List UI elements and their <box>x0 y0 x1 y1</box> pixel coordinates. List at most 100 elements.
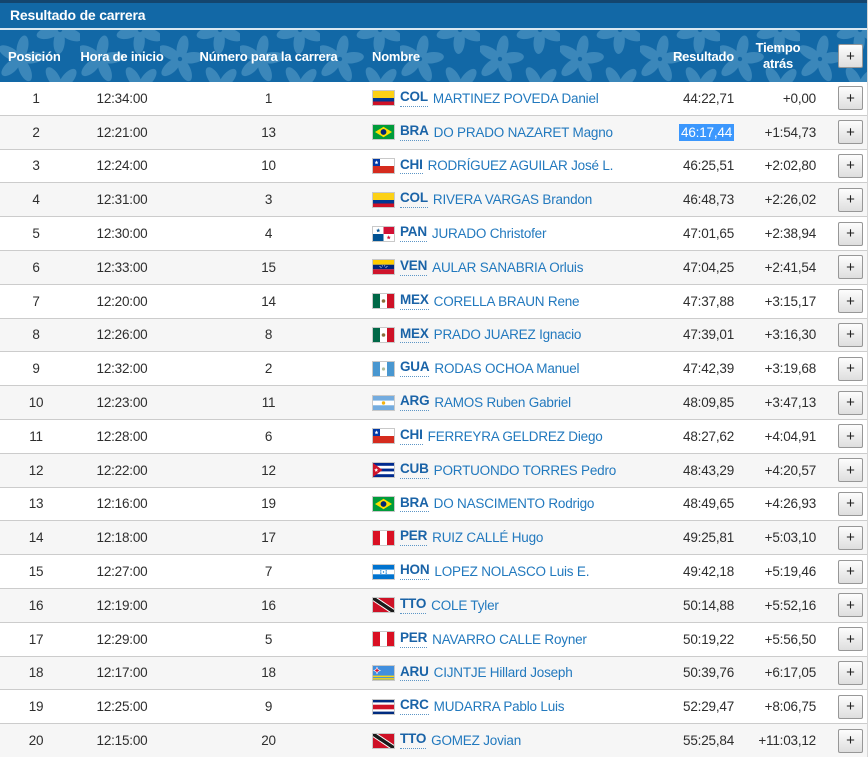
athlete-name[interactable]: DO PRADO NAZARET Magno <box>433 124 613 140</box>
name-cell[interactable]: VEN AULAR SANABRIA Orluis <box>365 259 655 276</box>
gap-cell: +0,00 <box>782 90 816 106</box>
athlete-name[interactable]: PRADO JUAREZ Ignacio <box>433 327 582 343</box>
country-code[interactable]: ARU <box>400 665 429 682</box>
expand-button[interactable]: + <box>838 458 863 483</box>
table-row: 2 12:21:00 13 BRA DO PRADO NAZARET Magno… <box>0 115 867 150</box>
bib-cell: 2 <box>264 361 273 377</box>
country-code[interactable]: CHI <box>400 428 423 445</box>
name-cell[interactable]: PER NAVARRO CALLE Royner <box>365 631 655 648</box>
expand-button[interactable]: + <box>838 491 863 516</box>
athlete-name[interactable]: DO NASCIMENTO Rodrigo <box>433 496 595 512</box>
expand-button[interactable]: + <box>838 559 863 584</box>
country-code[interactable]: COL <box>400 191 428 209</box>
expand-button[interactable]: + <box>838 356 863 381</box>
position-cell: 13 <box>28 496 44 512</box>
athlete-name[interactable]: PORTUONDO TORRES Pedro <box>433 462 617 478</box>
country-code[interactable]: PAN <box>400 225 427 242</box>
athlete-name[interactable]: AULAR SANABRIA Orluis <box>432 259 584 275</box>
name-cell[interactable]: CUB PORTUONDO TORRES Pedro <box>365 462 655 479</box>
start-time-cell: 12:22:00 <box>96 462 148 478</box>
name-cell[interactable]: PAN JURADO Christofer <box>365 225 655 242</box>
expand-button[interactable]: + <box>838 289 863 314</box>
athlete-name[interactable]: RUIZ CALLÉ Hugo <box>432 530 544 546</box>
expand-button[interactable]: + <box>838 221 863 246</box>
name-cell[interactable]: TTO COLE Tyler <box>365 596 655 614</box>
expand-button[interactable]: + <box>838 153 863 178</box>
position-cell: 20 <box>28 733 44 749</box>
start-time-cell: 12:17:00 <box>96 665 148 681</box>
athlete-name[interactable]: CORELLA BRAUN Rene <box>433 293 580 309</box>
name-cell[interactable]: CHI FERREYRA GELDREZ Diego <box>365 428 655 445</box>
expand-button[interactable]: + <box>838 424 863 449</box>
athlete-name[interactable]: MUDARRA Pablo Luis <box>433 699 565 715</box>
country-code[interactable]: TTO <box>400 732 426 749</box>
expand-button[interactable]: + <box>838 525 863 550</box>
athlete-name[interactable]: LOPEZ NOLASCO Luis E. <box>434 564 590 580</box>
country-code[interactable]: BRA <box>400 496 429 513</box>
athlete-name[interactable]: RAMOS Ruben Gabriel <box>434 395 571 411</box>
country-code[interactable]: CHI <box>400 158 423 175</box>
country-code[interactable]: MEX <box>400 293 429 310</box>
country-code[interactable]: CUB <box>400 462 429 479</box>
country-code[interactable]: GUA <box>400 360 430 378</box>
country-code[interactable]: PER <box>400 529 427 547</box>
name-cell[interactable]: BRA DO PRADO NAZARET Magno <box>365 124 655 141</box>
expand-all-button[interactable]: + <box>838 44 863 68</box>
country-code[interactable]: ARG <box>400 394 430 411</box>
name-cell[interactable]: BRA DO NASCIMENTO Rodrigo <box>365 496 655 513</box>
bib-cell: 6 <box>264 428 273 444</box>
country-code[interactable]: COL <box>400 90 428 107</box>
position-cell: 7 <box>32 293 40 309</box>
result-cell-wrap: 52:29,47 <box>655 699 737 714</box>
athlete-name[interactable]: NAVARRO CALLE Royner <box>432 631 587 647</box>
athlete-name[interactable]: RODAS OCHOA Manuel <box>434 361 580 377</box>
country-code[interactable]: CRC <box>400 698 429 716</box>
table-row: 15 12:27:00 7 HON LOPEZ NOLASCO Luis E. … <box>0 555 867 589</box>
start-time-cell: 12:23:00 <box>96 395 148 411</box>
country-code[interactable]: HON <box>400 563 430 580</box>
expand-button[interactable]: + <box>838 187 863 212</box>
name-cell[interactable]: COL RIVERA VARGAS Brandon <box>365 191 655 209</box>
name-cell[interactable]: ARG RAMOS Ruben Gabriel <box>365 394 655 411</box>
flag-ven-icon <box>372 259 395 276</box>
expand-button[interactable]: + <box>838 86 863 111</box>
gap-cell: +8:06,75 <box>764 699 817 715</box>
expand-button[interactable]: + <box>838 694 863 719</box>
name-cell[interactable]: TTO GOMEZ Jovian <box>365 732 655 749</box>
athlete-name[interactable]: COLE Tyler <box>431 597 499 613</box>
expand-button[interactable]: + <box>838 660 863 685</box>
athlete-name[interactable]: GOMEZ Jovian <box>431 733 522 749</box>
start-time-cell: 12:33:00 <box>96 259 148 275</box>
expand-button[interactable]: + <box>838 255 863 280</box>
name-cell[interactable]: MEX CORELLA BRAUN Rene <box>365 293 655 310</box>
name-cell[interactable]: GUA RODAS OCHOA Manuel <box>365 360 655 378</box>
name-cell[interactable]: COL MARTINEZ POVEDA Daniel <box>365 90 655 107</box>
name-cell[interactable]: CHI RODRÍGUEZ AGUILAR José L. <box>365 158 655 175</box>
name-cell[interactable]: HON LOPEZ NOLASCO Luis E. <box>365 563 655 580</box>
country-code[interactable]: MEX <box>400 327 429 344</box>
athlete-name[interactable]: MARTINEZ POVEDA Daniel <box>432 90 599 106</box>
athlete-name[interactable]: FERREYRA GELDREZ Diego <box>427 428 603 444</box>
country-code[interactable]: BRA <box>400 124 429 141</box>
country-code[interactable]: PER <box>400 631 427 648</box>
name-cell[interactable]: ARU CIJNTJE Hillard Joseph <box>365 665 655 682</box>
name-cell[interactable]: MEX PRADO JUAREZ Ignacio <box>365 327 655 344</box>
expand-button[interactable]: + <box>838 627 863 652</box>
athlete-name[interactable]: RIVERA VARGAS Brandon <box>432 192 593 208</box>
expand-button[interactable]: + <box>838 120 863 145</box>
athlete-name[interactable]: CIJNTJE Hillard Joseph <box>433 665 573 681</box>
country-code[interactable]: TTO <box>400 597 426 614</box>
expand-button[interactable]: + <box>838 390 863 415</box>
bib-cell: 14 <box>261 293 276 309</box>
flag-tto-icon <box>371 596 396 614</box>
name-cell[interactable]: PER RUIZ CALLÉ Hugo <box>365 529 655 547</box>
athlete-name[interactable]: RODRÍGUEZ AGUILAR José L. <box>427 158 614 174</box>
expand-button[interactable]: + <box>838 593 863 618</box>
expand-button[interactable]: + <box>838 322 863 347</box>
name-cell[interactable]: CRC MUDARRA Pablo Luis <box>365 698 655 716</box>
bib-cell: 11 <box>261 395 276 411</box>
expand-button[interactable]: + <box>838 728 863 753</box>
country-code[interactable]: VEN <box>400 259 427 276</box>
athlete-name[interactable]: JURADO Christofer <box>431 226 547 242</box>
